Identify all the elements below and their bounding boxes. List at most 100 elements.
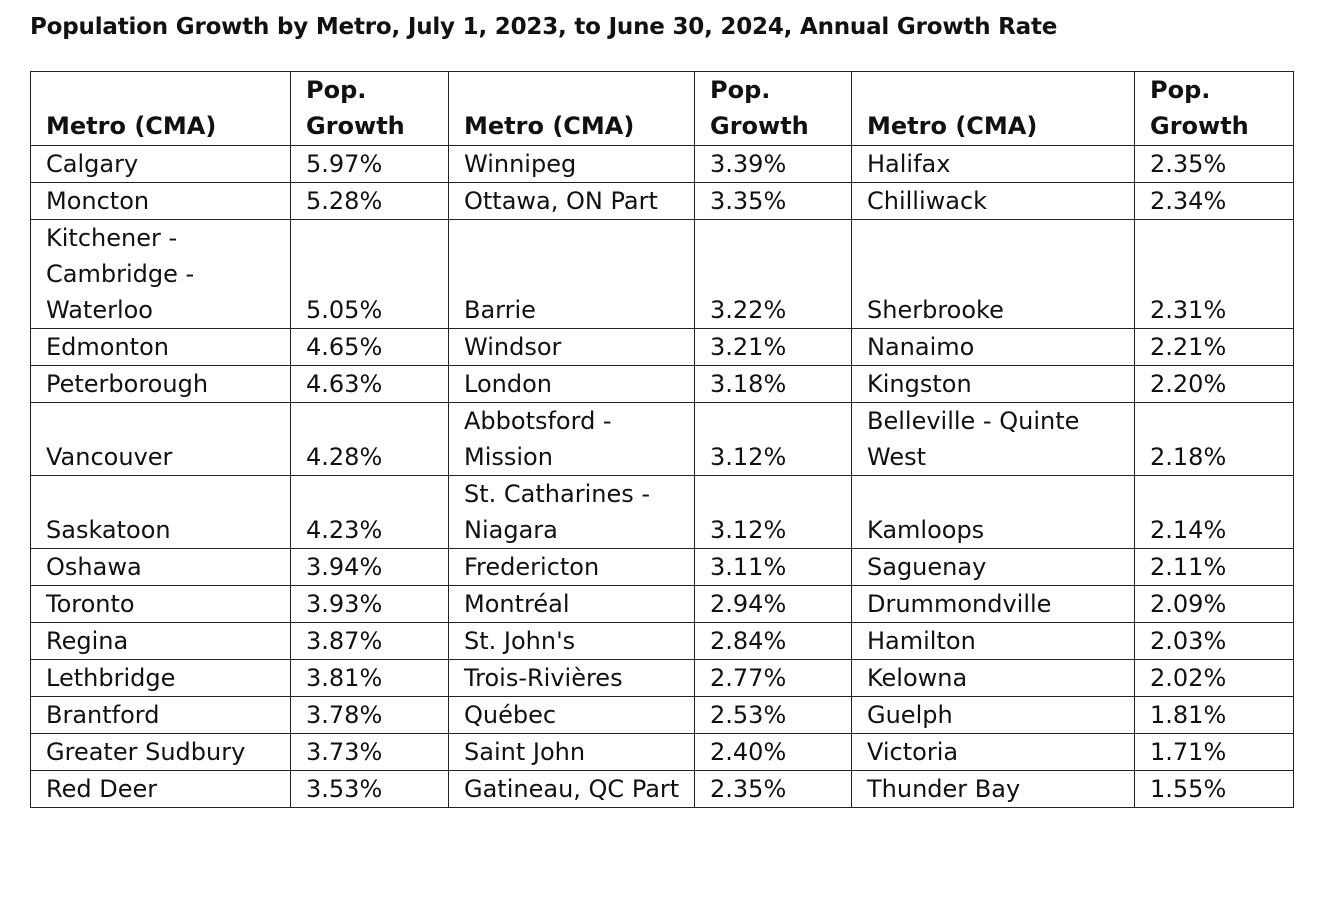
table-row: Vancouver 4.28% Abbotsford - Mission 3.12% B… — [30, 402, 1294, 476]
growth-cell: 2.35% — [1134, 145, 1294, 183]
growth-cell: 1.55% — [1134, 770, 1294, 808]
growth-cell: 3.11% — [694, 548, 852, 586]
page-title: Population Growth by Metro, July 1, 2023… — [30, 14, 1058, 40]
metro-cell: Barrie — [448, 219, 695, 329]
table-row: Brantford 3.78% Québec 2.53% Guelph 1.81% — [30, 696, 1294, 734]
growth-cell: 4.65% — [290, 328, 449, 366]
metro-cell: Nanaimo — [851, 328, 1135, 366]
metro-cell: Edmonton — [30, 328, 291, 366]
metro-cell: Vancouver — [30, 402, 291, 476]
growth-cell: 3.22% — [694, 219, 852, 329]
metro-cell: Victoria — [851, 733, 1135, 771]
metro-cell: Moncton — [30, 182, 291, 220]
table-row: Moncton 5.28% Ottawa, ON Part 3.35% Chilliwa… — [30, 182, 1294, 220]
metro-cell: Québec — [448, 696, 695, 734]
metro-cell: Kitchener - Cambridge - Waterloo — [30, 219, 291, 329]
metro-header: Metro (CMA) — [30, 71, 291, 146]
metro-cell: London — [448, 365, 695, 403]
growth-cell: 1.71% — [1134, 733, 1294, 771]
growth-cell: 4.28% — [290, 402, 449, 476]
growth-cell: 2.34% — [1134, 182, 1294, 220]
growth-header: Pop. Growth — [694, 71, 852, 146]
growth-cell: 4.63% — [290, 365, 449, 403]
metro-cell: Montréal — [448, 585, 695, 623]
metro-cell: Trois-Rivières — [448, 659, 695, 697]
metro-cell: Hamilton — [851, 622, 1135, 660]
table-row: Regina 3.87% St. John's 2.84% Hamilton 2.03% — [30, 622, 1294, 660]
growth-cell: 2.31% — [1134, 219, 1294, 329]
metro-cell: Greater Sudbury — [30, 733, 291, 771]
metro-cell: Sherbrooke — [851, 219, 1135, 329]
metro-cell: Kingston — [851, 365, 1135, 403]
table-row: Peterborough 4.63% London 3.18% Kingston 2.20… — [30, 365, 1294, 403]
table-row: Red Deer 3.53% Gatineau, QC Part 2.35% Thund… — [30, 770, 1294, 808]
table-row: Saskatoon 4.23% St. Catharines - Niagara 3.… — [30, 475, 1294, 549]
metro-cell: St. Catharines - Niagara — [448, 475, 695, 549]
table-row: Oshawa 3.94% Fredericton 3.11% Saguenay 2.11% — [30, 548, 1294, 586]
metro-cell: Calgary — [30, 145, 291, 183]
metro-cell: Saskatoon — [30, 475, 291, 549]
metro-cell: Gatineau, QC Part — [448, 770, 695, 808]
growth-cell: 5.97% — [290, 145, 449, 183]
growth-cell: 3.12% — [694, 475, 852, 549]
growth-header-line2: Growth — [710, 112, 809, 140]
metro-cell: Kelowna — [851, 659, 1135, 697]
growth-cell: 3.53% — [290, 770, 449, 808]
growth-cell: 3.78% — [290, 696, 449, 734]
growth-header-line1: Pop. — [1150, 76, 1211, 104]
metro-cell: Saguenay — [851, 548, 1135, 586]
growth-cell: 2.94% — [694, 585, 852, 623]
growth-cell: 2.14% — [1134, 475, 1294, 549]
growth-header-line1: Pop. — [306, 76, 367, 104]
table-row: Kitchener - Cambridge - Waterloo 5.05% Bar… — [30, 219, 1294, 329]
metro-cell: Chilliwack — [851, 182, 1135, 220]
growth-cell: 3.35% — [694, 182, 852, 220]
growth-cell: 3.12% — [694, 402, 852, 476]
growth-cell: 3.87% — [290, 622, 449, 660]
table-row: Toronto 3.93% Montréal 2.94% Drummondville 2.… — [30, 585, 1294, 623]
metro-cell: Drummondville — [851, 585, 1135, 623]
growth-cell: 2.20% — [1134, 365, 1294, 403]
growth-cell: 3.93% — [290, 585, 449, 623]
table-row: Greater Sudbury 3.73% Saint John 2.40% Victo… — [30, 733, 1294, 771]
metro-cell: Ottawa, ON Part — [448, 182, 695, 220]
table-body: Calgary 5.97% Winnipeg 3.39% Halifax 2.35% Mon… — [30, 145, 1294, 808]
metro-header: Metro (CMA) — [448, 71, 695, 146]
growth-header-line2: Growth — [306, 112, 405, 140]
metro-cell: Saint John — [448, 733, 695, 771]
metro-cell: Halifax — [851, 145, 1135, 183]
metro-cell: Thunder Bay — [851, 770, 1135, 808]
growth-header: Pop. Growth — [290, 71, 449, 146]
growth-cell: 3.73% — [290, 733, 449, 771]
growth-cell: 2.11% — [1134, 548, 1294, 586]
growth-cell: 2.84% — [694, 622, 852, 660]
growth-cell: 2.09% — [1134, 585, 1294, 623]
growth-cell: 2.03% — [1134, 622, 1294, 660]
metro-cell: Fredericton — [448, 548, 695, 586]
metro-cell: Peterborough — [30, 365, 291, 403]
metro-cell: Abbotsford - Mission — [448, 402, 695, 476]
growth-cell: 5.28% — [290, 182, 449, 220]
growth-cell: 2.53% — [694, 696, 852, 734]
growth-cell: 2.02% — [1134, 659, 1294, 697]
growth-cell: 2.40% — [694, 733, 852, 771]
metro-cell: Kamloops — [851, 475, 1135, 549]
metro-cell: Toronto — [30, 585, 291, 623]
growth-cell: 1.81% — [1134, 696, 1294, 734]
growth-header: Pop. Growth — [1134, 71, 1294, 146]
header-row: Metro (CMA) Pop. Growth Metro (CMA) Pop. G… — [30, 71, 1294, 146]
growth-header-line2: Growth — [1150, 112, 1249, 140]
metro-cell: Lethbridge — [30, 659, 291, 697]
metro-cell: Guelph — [851, 696, 1135, 734]
growth-cell: 3.21% — [694, 328, 852, 366]
table-row: Lethbridge 3.81% Trois-Rivières 2.77% Kelown… — [30, 659, 1294, 697]
growth-cell: 5.05% — [290, 219, 449, 329]
growth-cell: 2.21% — [1134, 328, 1294, 366]
metro-cell: Red Deer — [30, 770, 291, 808]
growth-cell: 3.18% — [694, 365, 852, 403]
growth-header-line1: Pop. — [710, 76, 771, 104]
growth-cell: 2.18% — [1134, 402, 1294, 476]
metro-cell: Winnipeg — [448, 145, 695, 183]
growth-cell: 3.39% — [694, 145, 852, 183]
growth-cell: 3.81% — [290, 659, 449, 697]
